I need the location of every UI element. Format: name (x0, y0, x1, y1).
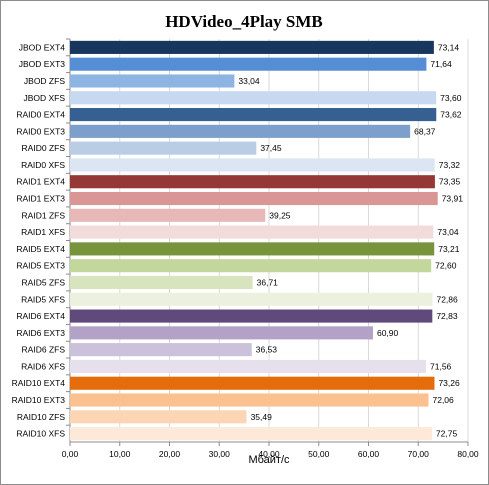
x-tick-labels: 0,00 10,00 20,00 30,00 40,00 50,00 60,00 70,00 8… (62, 449, 479, 459)
bar (70, 175, 435, 189)
bar (70, 343, 252, 357)
data-label: 71,64 (430, 59, 452, 69)
bar (70, 208, 266, 222)
data-label: 73,14 (438, 42, 460, 52)
data-label: 73,26 (438, 378, 460, 388)
x-tick-label: 30,00 (209, 449, 231, 459)
bar (70, 57, 427, 71)
bar (70, 359, 427, 373)
x-tick-label: 40,00 (258, 449, 280, 459)
bar (70, 410, 247, 424)
category-label: JBOD EXT4 (19, 42, 66, 52)
bar (70, 225, 434, 239)
data-label: 73,35 (439, 177, 461, 187)
data-label: 73,21 (438, 244, 460, 254)
category-label: RAID0 EXT3 (16, 126, 65, 136)
data-label: 73,91 (442, 194, 464, 204)
category-label: JBOD EXT3 (19, 59, 66, 69)
bar (70, 376, 435, 390)
bar (70, 275, 253, 290)
category-label: RAID5 ZFS (22, 277, 66, 287)
category-label: RAID10 EXT4 (12, 378, 66, 388)
x-tick-label: 70,00 (408, 449, 430, 459)
category-label: RAID1 EXT4 (16, 177, 65, 187)
x-tick-label: 20,00 (159, 449, 181, 459)
category-label: RAID6 EXT4 (16, 311, 65, 321)
category-label: JBOD ZFS (24, 76, 65, 86)
bar (70, 259, 432, 273)
data-label: 72,86 (436, 294, 458, 304)
x-tick-label: 50,00 (308, 449, 330, 459)
data-label: 68,37 (414, 126, 436, 136)
data-label: 35,49 (251, 412, 273, 422)
category-label: RAID0 ZFS (22, 143, 66, 153)
data-label: 36,71 (257, 277, 279, 287)
category-label: RAID1 EXT3 (16, 194, 65, 204)
data-label: 37,45 (260, 143, 282, 153)
bar (70, 242, 435, 256)
category-label: RAID5 EXT4 (16, 244, 65, 254)
data-label: 73,04 (437, 227, 459, 237)
data-label: 72,60 (435, 261, 457, 271)
bar (70, 158, 435, 172)
category-label: RAID10 XFS (16, 429, 65, 439)
category-label: RAID0 EXT4 (16, 110, 65, 120)
data-label: 39,25 (269, 210, 291, 220)
category-label: RAID6 EXT3 (16, 328, 65, 338)
data-label: 73,62 (440, 110, 462, 120)
data-label: 71,56 (430, 361, 452, 371)
category-label: RAID6 XFS (21, 361, 65, 371)
category-label: RAID1 ZFS (22, 210, 66, 220)
gridlines (66, 38, 469, 446)
bar (70, 393, 429, 407)
category-label: RAID10 EXT3 (12, 395, 66, 405)
x-tick-label: 60,00 (358, 449, 380, 459)
category-labels: JBOD EXT4 JBOD EXT3 JBOD ZFS JBOD XFS RAID0 … (12, 42, 66, 438)
category-label: RAID5 EXT3 (16, 261, 65, 271)
x-axis-label: Мбайт/с (248, 454, 290, 466)
category-label: RAID10 ZFS (17, 412, 66, 422)
category-label: RAID1 XFS (21, 227, 65, 237)
x-tick-label: 10,00 (109, 449, 131, 459)
data-label: 72,06 (432, 395, 454, 405)
data-label: 73,32 (439, 160, 461, 170)
x-tick-label: 0,00 (62, 449, 79, 459)
category-label: RAID6 ZFS (22, 345, 66, 355)
value-labels: 73,14 71,64 33,04 73,60 73,62 68,37 37,45 73,32… (238, 42, 463, 438)
data-label: 60,90 (377, 328, 399, 338)
bar (70, 309, 433, 323)
data-label: 36,53 (256, 345, 278, 355)
data-label: 73,60 (440, 93, 462, 103)
bar (70, 74, 235, 88)
bars (70, 40, 438, 441)
bar (70, 292, 433, 306)
bar (70, 141, 257, 155)
bar (70, 40, 434, 54)
data-label: 33,04 (238, 76, 260, 86)
bar (70, 108, 437, 122)
category-label: RAID0 XFS (21, 160, 65, 170)
category-label: JBOD XFS (23, 93, 65, 103)
category-label: RAID5 XFS (21, 294, 65, 304)
bar (70, 91, 437, 105)
data-label: 72,75 (436, 429, 458, 439)
bar (70, 191, 438, 206)
data-label: 72,83 (436, 311, 458, 321)
bar (70, 427, 432, 441)
bar (70, 326, 373, 340)
bar (70, 124, 411, 138)
x-tick-label: 80,00 (457, 449, 479, 459)
chart-title: HDVideo_4Play SMB (165, 12, 323, 31)
